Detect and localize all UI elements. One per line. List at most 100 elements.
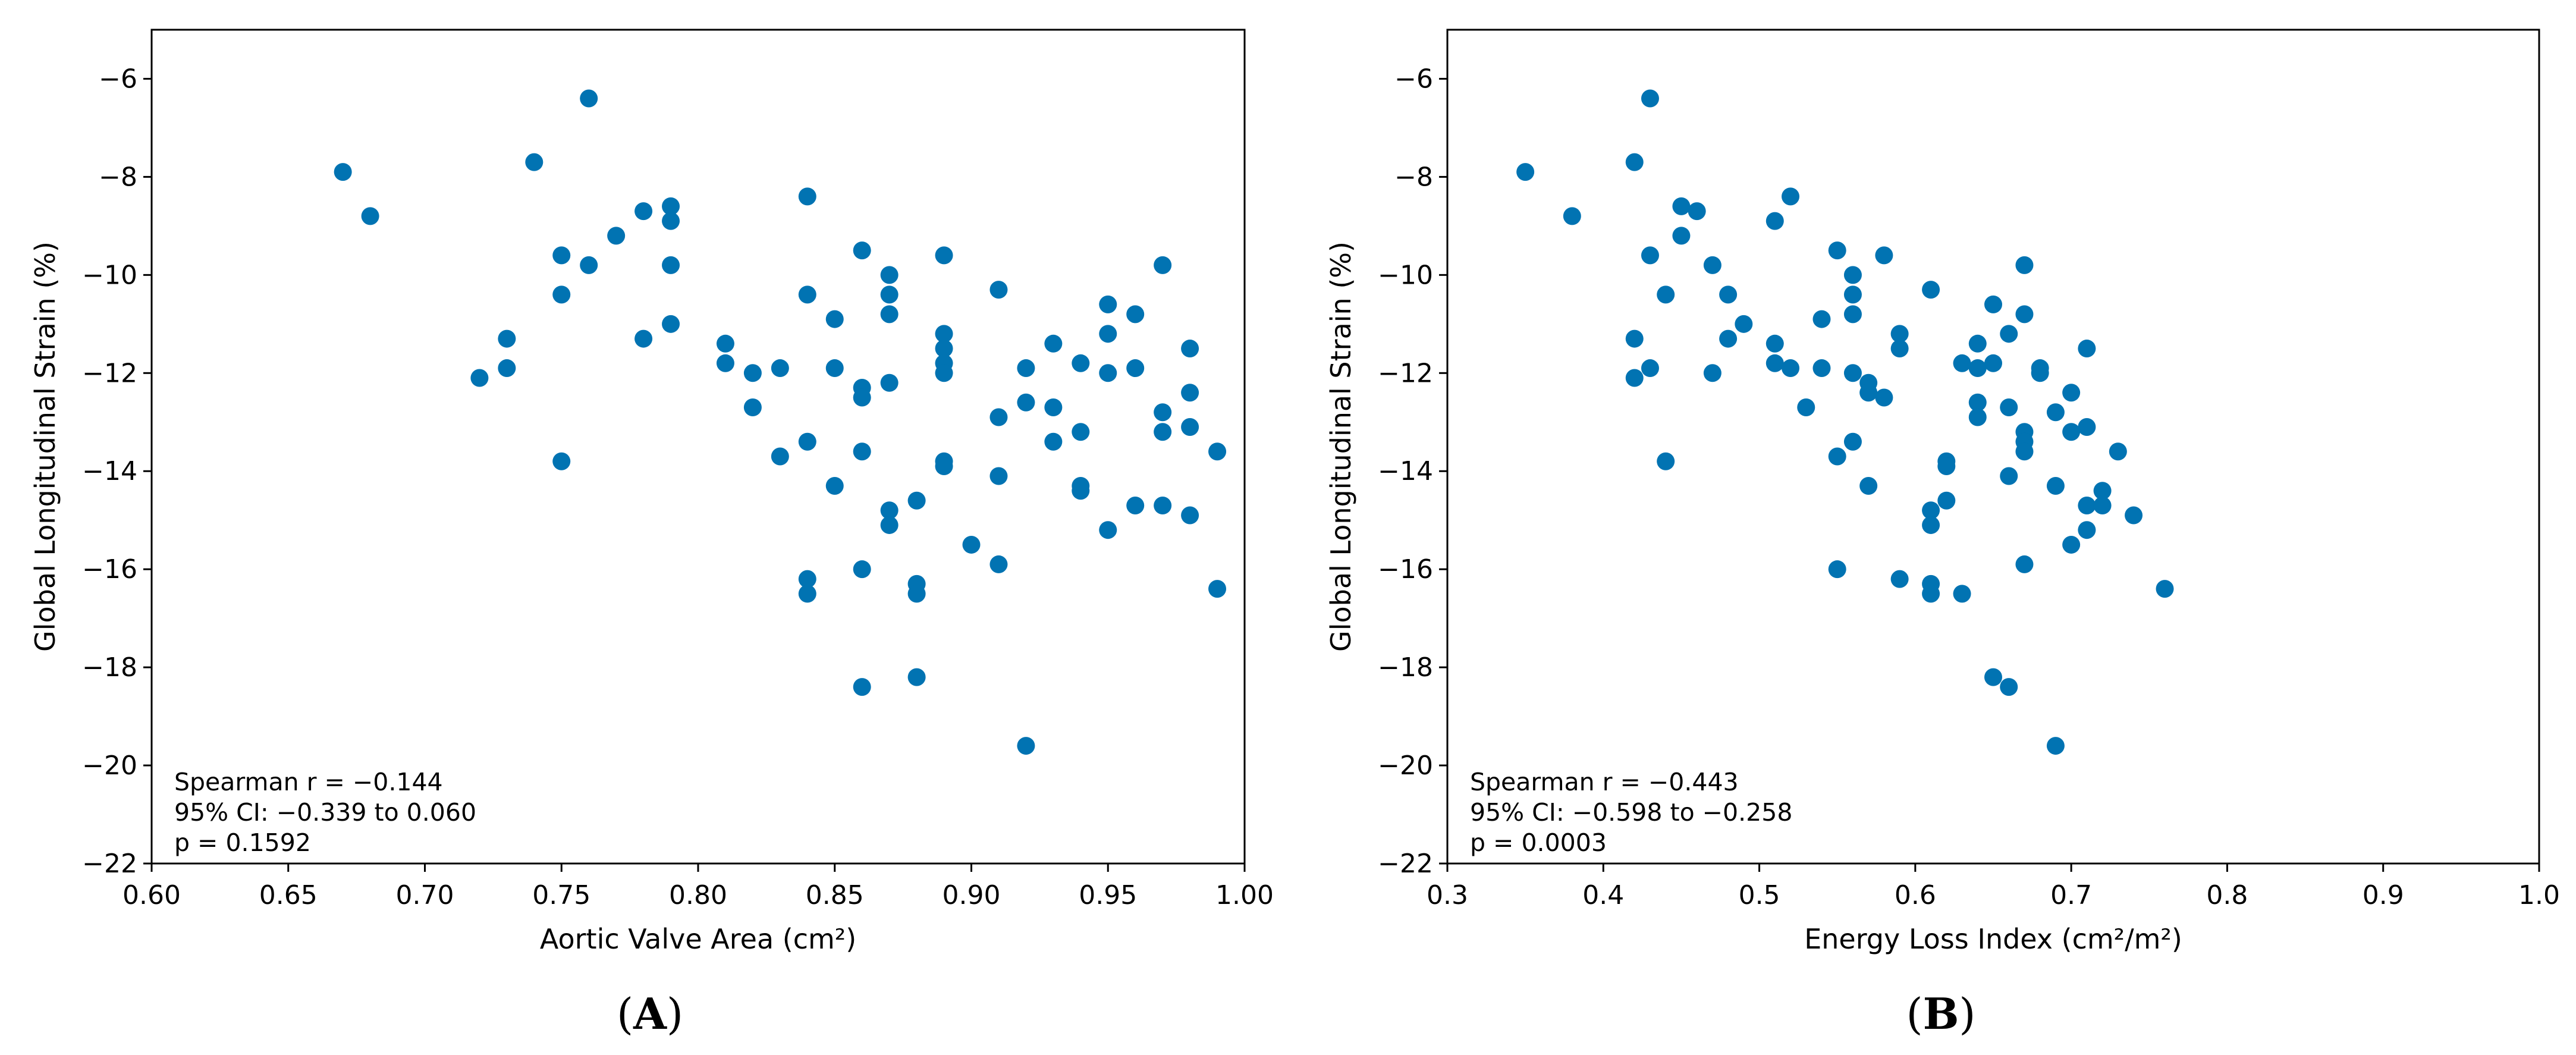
- data-point: [1968, 393, 1987, 412]
- data-point: [989, 408, 1008, 426]
- data-point: [2015, 256, 2034, 274]
- x-tick-label: 0.7: [2050, 880, 2092, 910]
- data-point: [962, 535, 981, 554]
- y-tick-label: −12: [82, 358, 137, 388]
- data-point: [2000, 398, 2018, 417]
- x-tick-label: 0.70: [396, 880, 454, 910]
- data-point: [1703, 364, 1721, 382]
- data-point: [498, 359, 516, 378]
- data-point: [1765, 334, 1784, 353]
- data-point: [1953, 354, 1971, 372]
- data-point: [1181, 384, 1199, 402]
- data-point: [470, 369, 489, 387]
- data-point: [1937, 491, 1956, 510]
- data-point: [1719, 329, 1738, 348]
- data-point: [1126, 305, 1145, 324]
- data-point: [1072, 354, 1090, 372]
- data-point: [1843, 266, 1862, 284]
- data-point: [1017, 359, 1035, 378]
- data-point: [1126, 496, 1145, 514]
- y-tick-label: −10: [82, 260, 137, 290]
- data-point: [989, 555, 1008, 573]
- data-point: [853, 678, 871, 696]
- data-point: [1657, 285, 1675, 304]
- chart-panel-a: 0.60 0.65 0.70 0.75 0.80 0.85 0.90 0.95 1.00 −6 −8…: [29, 29, 1274, 1039]
- data-point: [334, 163, 352, 181]
- y-tick-label: −22: [82, 849, 137, 879]
- x-tick-label: 0.65: [259, 880, 318, 910]
- data-point: [825, 476, 844, 495]
- data-point: [1782, 359, 1800, 378]
- data-point: [1154, 403, 1172, 422]
- data-point: [1154, 496, 1172, 514]
- data-point: [1765, 212, 1784, 230]
- y-tick-label: −14: [1378, 456, 1433, 486]
- data-point: [1181, 506, 1199, 525]
- y-tick-label: −18: [82, 652, 137, 683]
- y-tick-label: −16: [82, 554, 137, 585]
- data-point: [2078, 521, 2096, 539]
- data-point: [2062, 384, 2081, 402]
- data-point: [853, 442, 871, 461]
- data-point: [798, 187, 816, 206]
- data-point: [1516, 163, 1535, 181]
- data-point: [552, 452, 571, 470]
- data-point: [2046, 403, 2065, 422]
- data-point: [2078, 340, 2096, 358]
- data-point: [1154, 423, 1172, 441]
- data-point: [2093, 496, 2112, 514]
- data-point: [935, 246, 953, 265]
- data-point: [853, 388, 871, 407]
- data-point: [1968, 408, 1987, 426]
- y-tick-label: −6: [99, 64, 137, 94]
- data-point: [1875, 388, 1893, 407]
- data-point: [1641, 359, 1659, 378]
- data-point: [634, 329, 653, 348]
- data-point: [1208, 580, 1227, 598]
- data-point: [1641, 246, 1659, 265]
- data-point: [1044, 432, 1063, 451]
- data-point: [1843, 364, 1862, 382]
- y-tick-label: −8: [1394, 162, 1433, 192]
- y-tick-label: −12: [1378, 358, 1433, 388]
- data-point: [1890, 340, 1909, 358]
- data-point: [1890, 325, 1909, 343]
- data-point: [1765, 354, 1784, 372]
- data-point: [825, 310, 844, 328]
- data-point: [743, 398, 762, 417]
- data-point: [1828, 447, 1846, 466]
- data-point: [662, 212, 680, 230]
- x-tick-label: 0.5: [1739, 880, 1780, 910]
- data-point: [907, 585, 926, 603]
- x-tick-label: 0.6: [1895, 880, 1936, 910]
- x-tick-label: 0.8: [2206, 880, 2248, 910]
- data-point: [1968, 334, 1987, 353]
- stats-annotation-line: Spearman r = −0.144: [174, 768, 443, 796]
- data-point: [2062, 535, 2081, 554]
- data-point: [1017, 393, 1035, 412]
- y-tick-label: −20: [1378, 751, 1433, 781]
- data-point: [1735, 315, 1753, 333]
- data-point: [935, 325, 953, 343]
- data-point: [1072, 482, 1090, 500]
- data-point: [880, 305, 899, 324]
- data-point: [1126, 359, 1145, 378]
- stats-annotation-line: 95% CI: −0.598 to −0.258: [1470, 798, 1792, 827]
- data-point: [1641, 89, 1659, 108]
- stats-annotation-line: p = 0.0003: [1470, 828, 1607, 857]
- data-point: [1922, 516, 1940, 534]
- data-point: [1688, 202, 1706, 221]
- data-point: [1672, 197, 1691, 215]
- data-point: [1984, 295, 2002, 313]
- x-tick-label: 0.3: [1427, 880, 1468, 910]
- data-point: [907, 668, 926, 686]
- data-point: [1044, 398, 1063, 417]
- data-point: [1657, 452, 1675, 470]
- data-point: [880, 373, 899, 392]
- y-tick-label: −22: [1378, 849, 1433, 879]
- data-point: [2015, 305, 2034, 324]
- data-point: [716, 354, 734, 372]
- y-tick-label: −20: [82, 751, 137, 781]
- chart-panel-b: 0.3 0.4 0.5 0.6 0.7 0.8 0.9 1.0 −6 −8 −10 −12 −14 −16…: [1325, 29, 2560, 1039]
